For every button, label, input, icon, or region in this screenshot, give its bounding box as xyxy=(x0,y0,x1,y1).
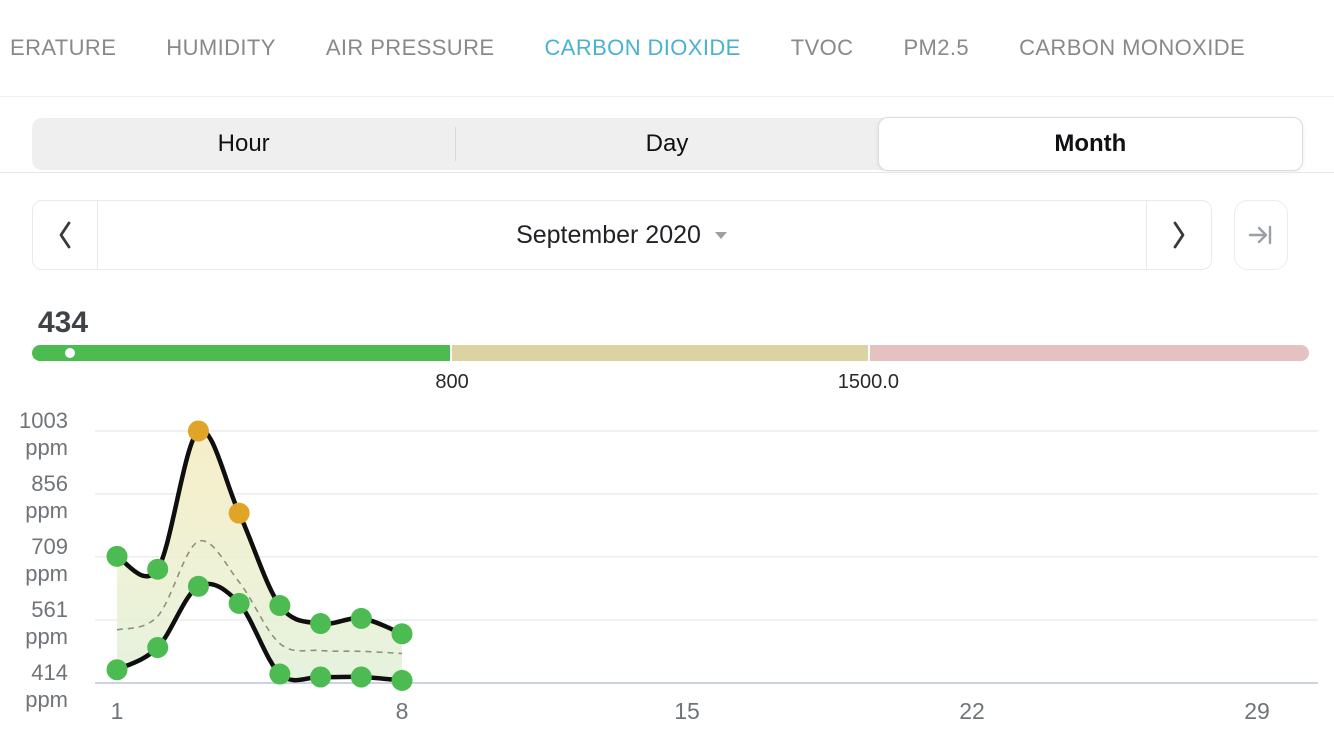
x-axis-label-15: 15 xyxy=(674,698,700,724)
x-axis-label-22: 22 xyxy=(959,698,985,724)
date-navigator: September 2020 xyxy=(32,200,1212,270)
period-segmented-control: Hour Day Month xyxy=(32,117,1303,171)
chevron-right-icon xyxy=(1173,221,1185,249)
x-axis-label-1: 1 xyxy=(110,698,124,724)
y-axis-label-414: 414 ppm xyxy=(25,660,68,712)
x-axis-label-29: 29 xyxy=(1244,698,1270,724)
y-axis-label-856: 856 ppm xyxy=(25,470,68,523)
chevron-left-icon xyxy=(59,221,71,249)
pollutant-tabbar: ERATURE HUMIDITY AIR PRESSURE CARBON DIOXID… xyxy=(0,0,1334,97)
current-co2-value: 434 xyxy=(38,306,89,339)
gauge-position-dot xyxy=(65,348,76,358)
tab-humidity[interactable]: HUMIDITY xyxy=(166,35,276,60)
current-month-label: September 2020 xyxy=(516,220,701,249)
gauge-segment-bad xyxy=(869,345,1309,361)
gauge-marker-800: 800 xyxy=(435,371,469,393)
gauge-segment-moderate xyxy=(451,345,868,361)
y-axis-label-709: 709 ppm xyxy=(25,533,68,586)
co2-level-gauge xyxy=(32,345,1309,361)
y-axis-label-1003: 1003 ppm xyxy=(19,408,68,460)
header-divider xyxy=(0,172,1334,173)
co2-chart-svg xyxy=(95,420,1318,691)
chevron-down-icon xyxy=(714,231,727,239)
segment-month[interactable]: Month xyxy=(877,117,1303,171)
tab-erature[interactable]: ERATURE xyxy=(10,35,117,60)
segment-day[interactable]: Day xyxy=(455,118,878,170)
month-dropdown[interactable]: September 2020 xyxy=(98,201,1146,269)
tab-pm2-5[interactable]: PM2.5 xyxy=(903,35,970,60)
tab-carbon-dioxide[interactable]: CARBON DIOXIDE xyxy=(544,35,741,60)
tab-carbon-monoxide[interactable]: CARBON MONOXIDE xyxy=(1019,35,1246,60)
prev-month-button[interactable] xyxy=(33,201,98,269)
tab-air-pressure[interactable]: AIR PRESSURE xyxy=(325,35,495,60)
skip-to-end-icon xyxy=(1248,225,1272,245)
jump-to-latest-button[interactable] xyxy=(1234,200,1288,270)
gauge-segment-good xyxy=(32,345,450,361)
tab-tvoc[interactable]: TVOC xyxy=(790,35,854,60)
co2-month-chart: 1003 ppm 856 ppm 709 ppm 561 ppm 414 ppm 1 8 15 22 29 xyxy=(0,400,1334,750)
gauge-marker-1500-0: 1500.0 xyxy=(837,371,899,393)
y-axis-label-561: 561 ppm xyxy=(25,597,68,650)
next-month-button[interactable] xyxy=(1146,201,1211,269)
x-axis-label-8: 8 xyxy=(395,698,409,724)
segment-hour[interactable]: Hour xyxy=(217,130,270,157)
